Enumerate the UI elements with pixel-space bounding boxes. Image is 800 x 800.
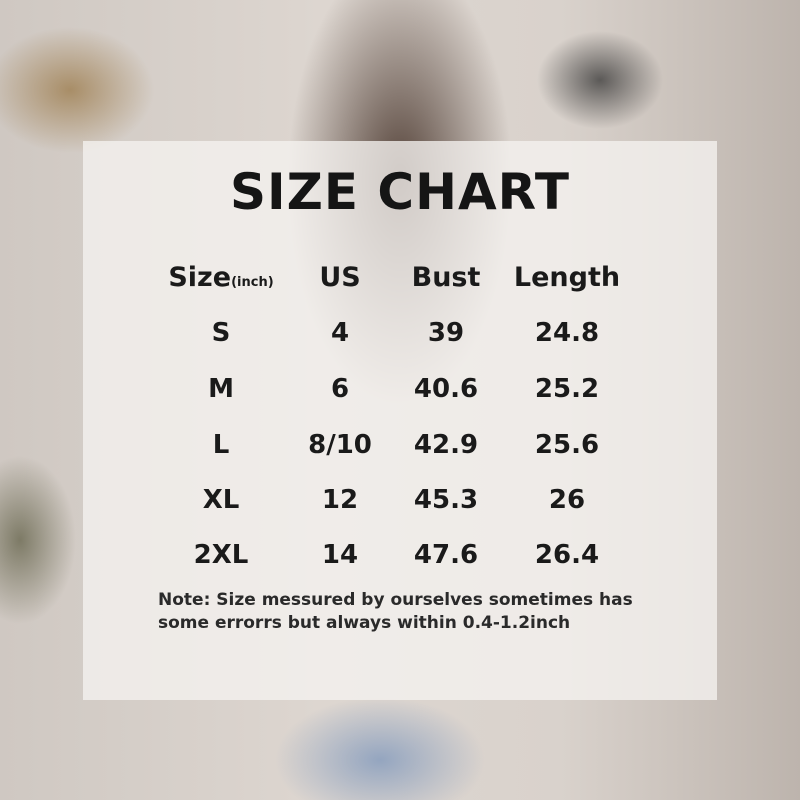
cell-us: 14: [321, 540, 359, 570]
cell-bust: 42.9: [413, 430, 479, 460]
cell-us: 12: [321, 485, 359, 515]
cell-bust: 47.6: [413, 540, 479, 570]
header-size: Size(inch): [168, 262, 273, 293]
cell-size: XL: [202, 485, 240, 515]
header-size-label: Size: [168, 262, 232, 293]
cell-size: M: [208, 374, 234, 404]
cell-bust: 39: [427, 318, 465, 348]
header-us: US: [319, 262, 361, 293]
header-bust: Bust: [411, 262, 481, 293]
cell-length: 24.8: [534, 318, 600, 348]
size-chart-panel: [83, 141, 717, 700]
cell-size: L: [212, 430, 230, 460]
cell-us: 6: [330, 374, 350, 404]
cell-us: 4: [330, 318, 350, 348]
header-length: Length: [513, 262, 621, 293]
cell-length: 26: [548, 485, 586, 515]
cell-bust: 40.6: [413, 374, 479, 404]
cell-length: 25.2: [534, 374, 600, 404]
cell-length: 25.6: [534, 430, 600, 460]
cell-length: 26.4: [534, 540, 600, 570]
size-note: Note: Size messured by ourselves sometim…: [158, 590, 633, 633]
cell-size: 2XL: [193, 540, 249, 570]
cell-bust: 45.3: [413, 485, 479, 515]
header-size-unit: (inch): [231, 275, 274, 290]
cell-us: 8/10: [308, 430, 372, 460]
cell-size: S: [211, 318, 231, 348]
chart-title: SIZE CHART: [229, 163, 571, 221]
